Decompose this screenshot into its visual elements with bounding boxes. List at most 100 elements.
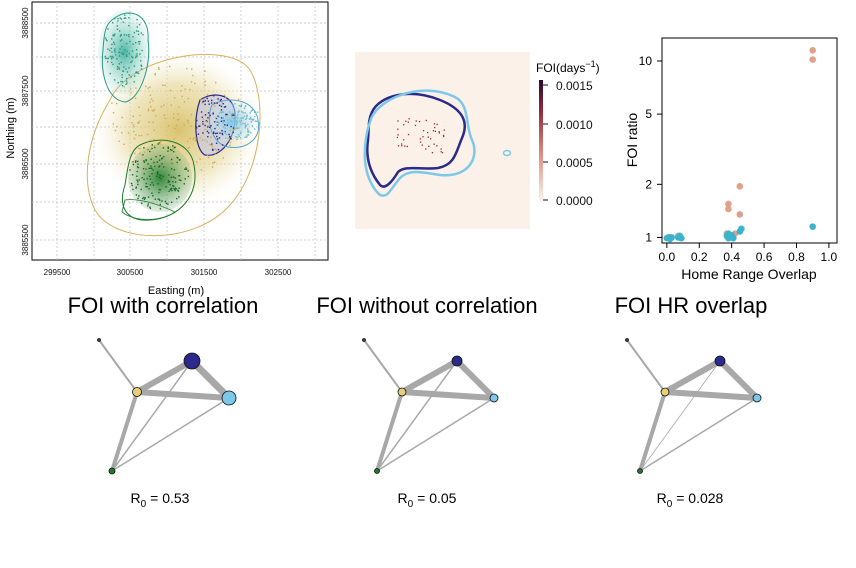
gps-point [247, 131, 249, 133]
foi-hotspot [434, 130, 436, 132]
gps-point [110, 47, 113, 49]
gps-point [143, 161, 146, 163]
gps-point [124, 14, 126, 16]
home-range-map: 299500 300500 301500 302500 3885500 3886… [5, 1, 329, 297]
gps-point [148, 167, 150, 170]
gps-point [171, 189, 173, 192]
gps-point [227, 137, 229, 140]
network-edge-green-sky [639, 397, 758, 472]
gps-point [199, 158, 201, 160]
gps-point [138, 120, 141, 123]
gps-point [201, 139, 204, 141]
gps-point [220, 120, 223, 122]
gps-point [196, 119, 198, 122]
gps-point [235, 120, 238, 122]
colorbar-label: 0.0015 [556, 79, 593, 93]
foi-hotspot [436, 145, 438, 147]
gps-point [171, 161, 174, 163]
gps-point [244, 105, 247, 107]
gps-point [119, 30, 121, 32]
gps-point [161, 157, 163, 159]
gps-point [152, 184, 155, 186]
gps-point [202, 118, 204, 120]
gps-point [136, 179, 138, 181]
gps-point [123, 143, 125, 145]
gps-point [138, 147, 140, 150]
foi-hotspot [404, 145, 406, 147]
gps-point [172, 145, 174, 147]
gps-point [148, 121, 150, 123]
gps-point [107, 57, 109, 60]
gps-point [143, 178, 145, 181]
gps-point [121, 74, 123, 76]
gps-point [218, 116, 220, 118]
gps-point [237, 133, 240, 136]
gps-point [143, 196, 145, 199]
foi-hotspot [438, 131, 440, 133]
map-y-tick: 3887500 [21, 75, 30, 107]
gps-point [156, 175, 158, 177]
gps-point [230, 114, 233, 116]
gps-point [152, 195, 154, 197]
gps-point [165, 202, 168, 205]
gps-point [189, 137, 191, 140]
gps-point [243, 115, 246, 117]
gps-point [136, 53, 138, 55]
gps-point [253, 128, 256, 130]
gps-point [158, 162, 161, 164]
gps-point [236, 138, 238, 140]
network-edge-mustard-gray [98, 339, 138, 393]
scatter-axes: 0.0 0.2 0.4 0.6 0.8 1.0 1 2 5 10 [639, 54, 838, 264]
gps-point [223, 94, 226, 96]
gps-point [155, 115, 157, 117]
network-title: FOI HR overlap [615, 293, 768, 318]
gps-point [208, 143, 211, 146]
gps-point [130, 92, 132, 94]
foi-hotspot [425, 148, 427, 150]
gps-point [107, 28, 109, 30]
gps-point [135, 187, 137, 189]
gps-point [221, 132, 223, 135]
gps-point [226, 119, 229, 121]
gps-point [180, 179, 182, 182]
gps-point [130, 182, 133, 185]
gps-point [112, 34, 114, 36]
gps-point [229, 144, 231, 147]
gps-point [152, 164, 155, 167]
gps-point [192, 138, 194, 141]
gps-point [241, 111, 243, 113]
gps-point [177, 157, 179, 159]
gps-point [112, 123, 115, 125]
gps-point [244, 136, 246, 138]
gps-point [149, 150, 151, 153]
gps-point [167, 150, 169, 152]
gps-point [202, 132, 204, 134]
gps-point [140, 32, 142, 34]
network-edge-navy-sky [717, 358, 760, 401]
gps-point [204, 103, 206, 106]
gps-point [173, 151, 175, 153]
gps-point [119, 40, 122, 42]
network-node-mustard [132, 387, 142, 397]
gps-points [104, 12, 261, 210]
gps-point [231, 113, 234, 115]
gps-point [170, 104, 173, 106]
gps-point [128, 33, 130, 36]
gps-point [135, 56, 137, 59]
gps-point [200, 169, 203, 171]
network-edge-green-navy [639, 360, 721, 472]
gps-point [240, 117, 242, 119]
gps-point [158, 176, 161, 178]
gps-point [160, 140, 162, 143]
gps-point [256, 120, 258, 123]
gps-point [206, 94, 209, 96]
gps-point [175, 124, 178, 126]
gps-point [158, 68, 160, 71]
gps-point [214, 127, 216, 130]
gps-point [120, 61, 122, 64]
network-node-mustard [660, 387, 670, 397]
gps-point [116, 25, 118, 27]
gps-point [251, 125, 253, 127]
gps-point [133, 137, 136, 140]
gps-point [174, 181, 177, 183]
